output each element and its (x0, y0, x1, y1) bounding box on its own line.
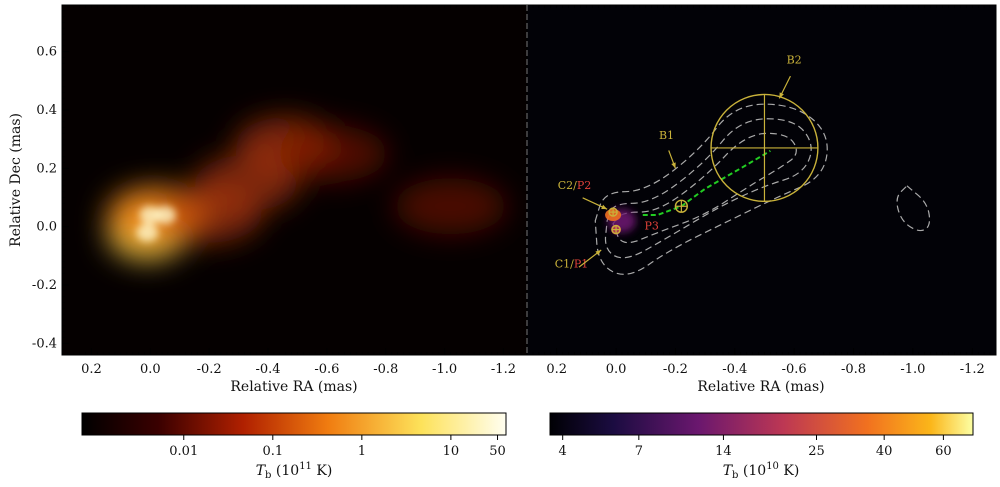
colorbar-tick-label: 50 (489, 444, 506, 459)
annotation-c2: C2/P2 (558, 179, 592, 192)
colorbar-tick-label: 60 (935, 444, 952, 459)
left-colorbar-ticks: 0.01 0.1 1 10 50 (169, 435, 506, 459)
colorbar-tick-label: 0.1 (262, 444, 283, 459)
emission-blob-7 (394, 178, 507, 235)
annotation-b2: B2 (787, 53, 802, 66)
model-component-b2 (710, 93, 819, 203)
colorbar-tick-label: 1 (358, 444, 366, 459)
x-tick-label: 0.0 (140, 362, 161, 377)
left-emission-map (106, 117, 507, 261)
right-panel-background (527, 5, 996, 355)
x-tick-label: -0.4 (255, 362, 280, 377)
right-colorbar-ticks: 4 7 14 25 40 60 (559, 435, 952, 459)
y-tick-label: 0.6 (36, 45, 57, 60)
x-tick-label: -0.6 (314, 362, 339, 377)
right-panel: B2 B1 C2/P2 C1/P1 P3 0.2 0.0 -0.2 -0.4 -0.6 -0.8 -… (526, 4, 997, 377)
y-tick-label: -0.2 (32, 278, 57, 293)
model-component-b1 (674, 199, 688, 213)
colorbar-tick-label: 4 (559, 444, 567, 459)
right-x-axis-title: Relative RA (mas) (697, 379, 824, 395)
x-tick-label: -0.4 (722, 362, 747, 377)
x-tick-label: -0.6 (782, 362, 807, 377)
contour-2 (612, 132, 797, 244)
y-tick-label: 0.4 (36, 103, 57, 118)
right-model-overlay: B2 B1 C2/P2 C1/P1 P3 (555, 53, 931, 275)
colorbar-tick-label: 25 (808, 444, 825, 459)
right-colorbar-gradient (549, 412, 974, 436)
x-tick-label: 0.2 (81, 362, 102, 377)
annotation-arrowhead (779, 92, 784, 99)
colorbar-tick-label: 40 (876, 444, 893, 459)
annotation-b1: B1 (659, 129, 674, 142)
x-tick-label: -0.8 (841, 362, 866, 377)
colorbar-tick-label: 10 (443, 444, 460, 459)
colorbar-tick-label: 14 (715, 444, 732, 459)
x-tick-label: -1.0 (900, 362, 925, 377)
colorbar-tick-label: 7 (635, 444, 643, 459)
emission-core-0 (136, 223, 159, 242)
y-tick-label: 0.2 (36, 161, 57, 176)
emission-core-2 (154, 206, 177, 224)
model-component-c1 (611, 224, 621, 235)
x-tick-label: 0.2 (546, 362, 567, 377)
left-x-axis-title: Relative RA (mas) (230, 379, 357, 395)
x-tick-label: 0.0 (606, 362, 627, 377)
y-axis-title: Relative Dec (mas) (8, 113, 24, 247)
left-colorbar-gradient (81, 412, 507, 436)
annotation-arrowhead (595, 250, 602, 256)
x-tick-label: -1.2 (491, 362, 516, 377)
colorbar-tick-label: 0.01 (169, 444, 198, 459)
x-tick-label: -1.2 (960, 362, 985, 377)
x-tick-label: -0.2 (663, 362, 688, 377)
y-tick-label: 0.0 (36, 220, 57, 235)
ridge-line (642, 149, 771, 216)
annotation-arrowhead (671, 162, 676, 169)
x-tick-label: -1.0 (432, 362, 457, 377)
right-colorbar: 4 7 14 25 40 60 Tb (1010 K) (549, 412, 974, 481)
right-colorbar-label: Tb (1010 K) (723, 461, 800, 481)
y-tick-label: -0.4 (32, 336, 57, 351)
emission-blob-6 (277, 125, 388, 182)
annotation-c1: C1/P1 (555, 258, 589, 271)
model-component-c2 (608, 207, 618, 217)
contour-3 (896, 185, 931, 232)
contour-0 (594, 103, 828, 275)
annotation-p3: P3 (644, 220, 658, 233)
left-colorbar: 0.01 0.1 1 10 50 Tb (1011 K) (81, 412, 507, 481)
contour-1 (604, 118, 812, 259)
x-tick-label: -0.2 (197, 362, 222, 377)
left-panel: 0.2 0.0 -0.2 -0.4 -0.6 -0.8 -1.0 -1.2 0.6 0.4 0.2 0… (32, 4, 528, 377)
left-colorbar-label: Tb (1011 K) (256, 461, 333, 481)
annotation-arrowhead (601, 204, 608, 210)
x-tick-label: -0.8 (373, 362, 398, 377)
